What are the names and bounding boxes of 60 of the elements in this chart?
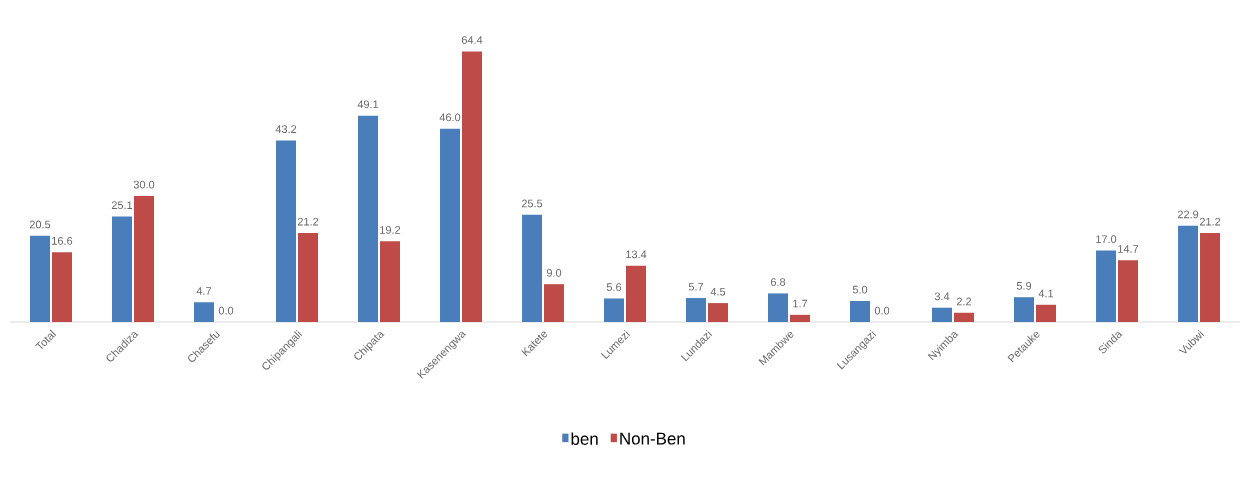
data-label: 1.7: [793, 299, 808, 308]
bar: [708, 303, 728, 322]
bar: [1014, 297, 1035, 322]
data-label: 5.6: [606, 283, 622, 291]
bar: [932, 307, 953, 322]
bar: [358, 115, 379, 322]
bar: [380, 241, 400, 322]
bar: [626, 265, 646, 322]
data-label: 43.2: [275, 125, 297, 133]
data-label: 5.9: [1016, 281, 1032, 290]
bar: [134, 195, 154, 322]
bar: [850, 300, 871, 322]
bar: [298, 232, 318, 322]
data-label: 5.7: [688, 282, 704, 291]
bar: [1118, 260, 1139, 322]
data-label: 0.0: [218, 306, 234, 315]
data-label: 14.7: [1118, 245, 1139, 253]
data-label: 4.1: [1038, 289, 1054, 298]
bar: [686, 298, 707, 322]
bar: [604, 298, 625, 322]
data-label: 17.0: [1096, 235, 1117, 244]
bar: [194, 302, 215, 322]
data-label: 13.4: [626, 250, 647, 259]
data-label: 64.4: [461, 36, 483, 44]
legend-label: Non-Ben: [620, 432, 685, 445]
bar: [1036, 304, 1057, 322]
bar: [790, 314, 811, 322]
data-label: 22.9: [1177, 210, 1199, 219]
data-label: 49.1: [357, 100, 379, 109]
data-label: 2.2: [956, 297, 972, 306]
data-label: 16.6: [52, 237, 73, 245]
bar: [1200, 232, 1221, 322]
bar: [1096, 250, 1117, 322]
data-label: 6.8: [770, 278, 786, 286]
legend-label: ben: [571, 432, 598, 445]
bar: [954, 312, 975, 322]
data-label: 21.2: [297, 217, 319, 226]
data-label: 19.2: [380, 226, 401, 234]
bar: [544, 284, 564, 322]
data-label: 46.0: [439, 113, 461, 122]
data-label: 4.5: [710, 287, 726, 296]
bar: [52, 252, 72, 322]
data-label: 25.5: [521, 199, 543, 208]
bar: [112, 216, 132, 322]
bar: [30, 235, 50, 322]
bar: [1178, 225, 1199, 322]
bar: [462, 51, 482, 322]
data-label: 3.4: [934, 292, 950, 301]
bar: [276, 140, 297, 322]
data-label: 0.0: [874, 306, 890, 315]
data-label: 5.0: [852, 285, 868, 294]
data-label: 20.5: [29, 220, 51, 229]
data-label: 25.1: [111, 201, 133, 210]
bar: [768, 293, 789, 322]
bar: [522, 214, 543, 322]
data-label: 9.0: [546, 268, 562, 277]
data-label: 21.2: [1199, 217, 1221, 226]
data-label: 30.0: [133, 180, 155, 189]
data-label: 4.7: [196, 287, 212, 295]
bar: [440, 128, 461, 322]
